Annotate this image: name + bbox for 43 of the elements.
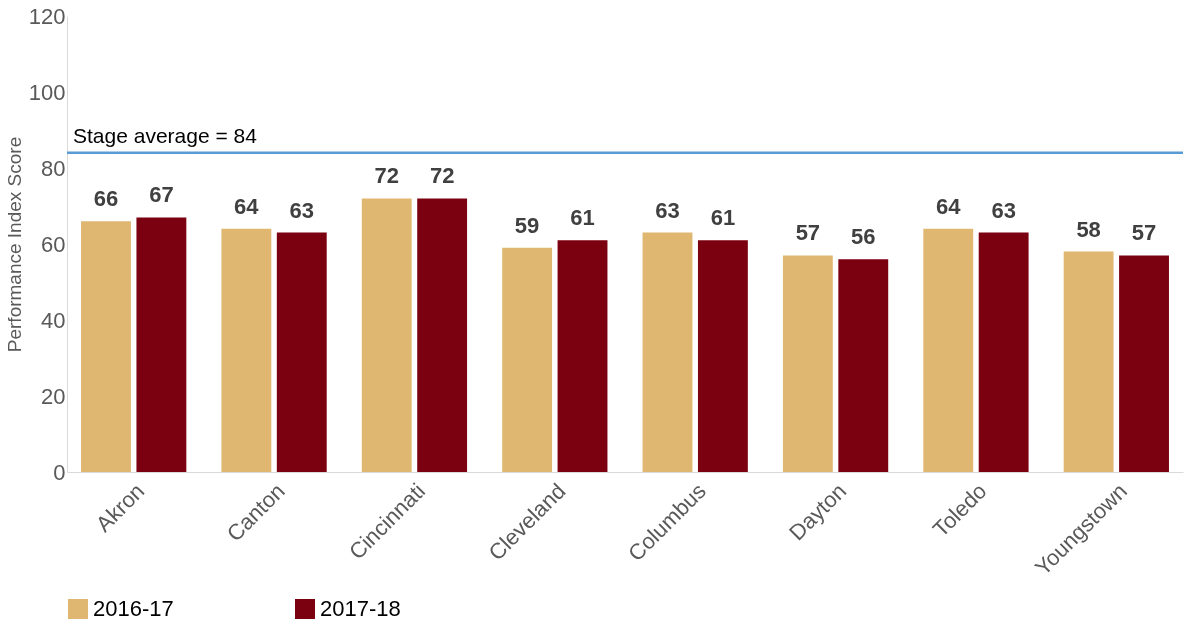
bar xyxy=(417,198,468,472)
legend-label: 2016-17 xyxy=(93,596,174,621)
data-label: 63 xyxy=(991,197,1016,223)
y-tick-label: 80 xyxy=(41,155,66,181)
y-tick-label: 20 xyxy=(41,383,66,409)
data-label: 56 xyxy=(851,224,876,250)
data-label: 58 xyxy=(1076,216,1101,242)
data-label: 57 xyxy=(1131,220,1157,246)
bar xyxy=(642,232,693,472)
bar xyxy=(838,259,889,472)
bar xyxy=(81,221,131,472)
y-axis-title: Performance Index Score xyxy=(3,136,25,353)
data-label: 59 xyxy=(514,212,540,238)
ref-line-label: Stage average = 84 xyxy=(73,123,258,147)
data-label: 64 xyxy=(234,193,260,219)
bar xyxy=(1119,255,1169,472)
data-label: 66 xyxy=(93,186,119,212)
bar xyxy=(557,240,608,472)
y-tick-label: 40 xyxy=(41,307,66,333)
data-label: 61 xyxy=(710,205,736,231)
bar xyxy=(221,228,272,472)
data-label: 63 xyxy=(289,197,314,223)
bar xyxy=(502,247,553,472)
data-label: 72 xyxy=(429,163,455,189)
data-label: 72 xyxy=(374,163,399,189)
data-label: 63 xyxy=(655,197,680,223)
data-label: 67 xyxy=(149,182,174,208)
data-label: 57 xyxy=(795,220,821,246)
y-tick-label: 100 xyxy=(28,79,66,105)
bar xyxy=(1063,251,1114,472)
bar xyxy=(697,240,748,472)
y-tick-label: 0 xyxy=(53,459,66,485)
bar xyxy=(136,217,187,472)
data-label: 61 xyxy=(570,205,595,231)
data-label: 64 xyxy=(936,193,962,219)
bar xyxy=(782,255,833,472)
y-tick-label: 120 xyxy=(28,3,66,29)
y-tick-label: 60 xyxy=(41,231,66,257)
bar xyxy=(276,232,327,472)
bar xyxy=(978,232,1029,472)
bar xyxy=(361,198,412,472)
legend-label: 2017-18 xyxy=(320,596,401,621)
bar xyxy=(923,228,974,472)
